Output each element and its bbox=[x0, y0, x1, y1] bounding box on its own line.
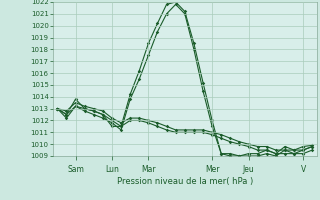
X-axis label: Pression niveau de la mer( hPa ): Pression niveau de la mer( hPa ) bbox=[117, 177, 253, 186]
